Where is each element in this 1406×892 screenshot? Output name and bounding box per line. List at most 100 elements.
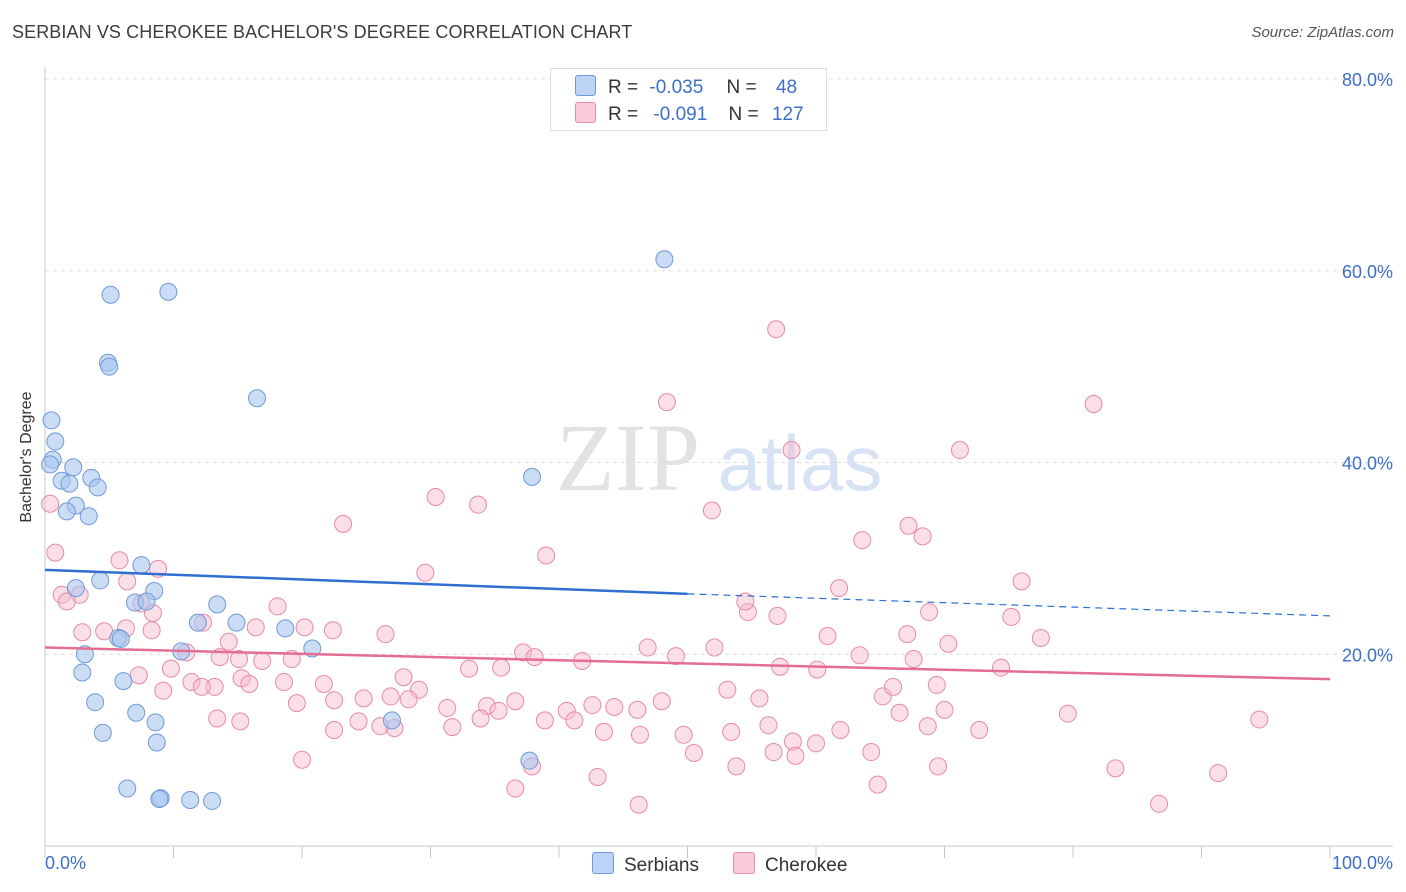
cherokee-point <box>899 516 918 535</box>
cherokee-point <box>629 795 648 814</box>
cherokee-point <box>807 734 825 753</box>
serbians-point <box>159 282 178 301</box>
cherokee-point <box>349 712 368 731</box>
cherokee-point <box>535 711 554 730</box>
serbians-point <box>75 645 94 664</box>
cherokee-point <box>506 692 525 711</box>
cherokee-point <box>492 658 511 677</box>
serbians-point <box>276 619 295 638</box>
serbians-point <box>42 411 61 430</box>
serbians-point <box>150 790 169 809</box>
serbians-point <box>111 629 130 648</box>
cherokee-point <box>394 668 413 687</box>
cherokee-point <box>1250 710 1269 729</box>
cherokee-point <box>514 643 533 662</box>
cherokee-point <box>862 743 881 762</box>
serbians-point <box>132 556 151 575</box>
trendlines <box>44 568 1331 681</box>
serbians-point <box>146 713 165 732</box>
cherokee-point <box>41 494 60 513</box>
cherokee-point <box>205 677 224 696</box>
cherokee-point <box>565 711 584 730</box>
serbians-point <box>203 791 222 810</box>
serbians-point <box>208 595 227 614</box>
tick-labels: 20.0% 40.0% 60.0% 80.0% 0.0% 100.0% <box>45 70 1393 873</box>
cherokee-point <box>588 767 607 786</box>
cherokee-point <box>831 720 850 739</box>
serbians-point <box>655 250 674 269</box>
cherokee-point <box>868 775 887 794</box>
cherokee-point <box>594 722 613 741</box>
serbians-point <box>227 613 246 632</box>
cherokee-point <box>783 732 802 751</box>
cherokee-point <box>460 659 479 678</box>
cherokee-point <box>722 722 741 741</box>
serbians-point <box>66 579 85 598</box>
source-label: Source: ZipAtlas.com <box>1251 24 1394 41</box>
cherokee-point <box>230 650 249 669</box>
serbians-point <box>127 703 146 722</box>
cherokee-point <box>718 680 737 699</box>
cherokee-point <box>705 638 724 657</box>
cherokee-point <box>268 597 287 616</box>
cherokee-point <box>161 659 180 678</box>
cherokee-point <box>605 697 624 716</box>
cherokee-point <box>583 696 602 715</box>
cherokee-point <box>950 441 969 460</box>
cherokee-point <box>525 648 544 667</box>
cherokee-point <box>904 650 923 669</box>
cherokee-legend-label: Cherokee <box>765 855 848 876</box>
cherokee-point <box>918 717 937 736</box>
cherokee-point <box>295 618 314 637</box>
cherokee-point <box>786 746 805 765</box>
cherokee-point <box>913 527 932 546</box>
correlation-legend: R = -0.035 N = 48 R = -0.091 N = 127 <box>550 68 827 131</box>
legend-item-serbians[interactable]: Serbians <box>592 852 699 877</box>
serbians-point <box>79 507 98 526</box>
cherokee-point <box>416 563 435 582</box>
cherokee-point <box>192 677 211 696</box>
serbians-point <box>303 639 322 658</box>
cherokee-point <box>818 627 837 646</box>
cherokee-point <box>1150 794 1169 813</box>
serbians-point <box>382 711 401 730</box>
cherokee-point <box>884 677 903 696</box>
cherokee-point <box>927 675 946 694</box>
chart-title: SERBIAN VS CHEROKEE BACHELOR'S DEGREE CO… <box>12 22 633 42</box>
serbians-legend-swatch <box>592 852 614 874</box>
serbians-legend-label: Serbians <box>624 855 699 876</box>
serbians-point <box>188 613 207 632</box>
cherokee-point <box>287 694 306 713</box>
serbians-point <box>57 502 76 521</box>
cherokee-point <box>323 621 342 640</box>
cherokee-point <box>738 603 757 622</box>
legend-n-value: 48 <box>775 77 798 98</box>
cherokee-point <box>118 572 137 591</box>
cherokee-point <box>354 689 373 708</box>
legend-row-cherokee: R = -0.091 N = 127 <box>575 102 804 126</box>
cherokee-point <box>657 393 676 412</box>
legend-r-label: R = <box>608 104 639 125</box>
cherokee-point <box>992 658 1011 677</box>
serbians-point <box>86 693 105 712</box>
cherokee-swatch <box>575 102 596 123</box>
cherokee-point <box>208 709 227 728</box>
cherokee-point <box>674 725 693 744</box>
serbians-swatch <box>575 75 596 96</box>
serbians-point <box>248 389 267 408</box>
cherokee-point <box>325 720 344 739</box>
cherokee-point <box>253 651 272 670</box>
cherokee-point <box>764 743 783 762</box>
gridlines <box>45 78 1393 655</box>
cherokee-point <box>231 712 250 731</box>
legend-r-value: -0.035 <box>649 77 704 98</box>
serbians-point <box>93 723 112 742</box>
legend-r-value: -0.091 <box>653 104 708 125</box>
serbians-point <box>118 779 137 798</box>
cherokee-point <box>381 687 400 706</box>
cherokee-point <box>628 700 647 719</box>
cherokee-point <box>808 660 827 679</box>
legend-item-cherokee[interactable]: Cherokee <box>733 852 847 877</box>
cherokee-point <box>652 692 671 711</box>
cherokee-point <box>935 700 954 719</box>
